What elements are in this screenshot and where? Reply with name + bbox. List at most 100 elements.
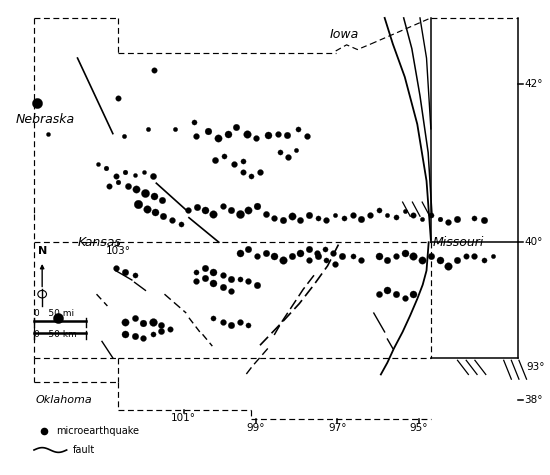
Point [339,214,348,221]
Point [201,274,210,282]
Point [348,253,357,260]
Point [142,205,151,213]
Point [144,125,152,133]
Point [235,210,244,218]
Point [400,207,409,215]
Point [40,428,48,435]
Point [312,249,321,256]
Point [227,322,235,329]
Point [418,256,427,264]
Point [304,245,313,253]
Point [192,203,201,210]
Point [235,275,244,282]
Text: fault: fault [73,445,95,455]
Point [227,275,235,283]
Point [273,130,282,137]
Point [134,200,143,208]
Point [148,331,157,338]
Point [121,331,130,338]
Point [239,157,248,164]
Point [209,314,218,322]
Point [141,189,150,197]
Point [191,268,200,276]
Point [159,212,168,220]
Text: 95°: 95° [410,423,428,433]
Point [243,130,251,137]
Point [357,215,366,222]
Point [149,66,158,74]
Point [400,294,409,302]
Text: 40°: 40° [524,237,543,247]
Point [252,253,261,260]
Point [230,161,239,168]
Point [32,99,41,107]
Text: 42°: 42° [524,79,543,89]
Point [119,132,128,140]
Point [132,186,141,193]
Point [276,149,285,156]
Point [114,178,123,186]
Point [251,134,260,142]
Point [480,256,488,264]
Point [314,253,322,260]
Point [348,211,357,218]
Text: 99°: 99° [246,423,265,433]
Point [256,169,265,176]
Point [191,277,200,285]
Point [157,327,166,335]
Point [130,272,139,279]
Point [166,325,175,332]
Point [383,286,392,294]
Text: microearthquake: microearthquake [56,426,139,436]
Point [284,153,293,161]
Point [287,212,296,220]
Point [337,253,346,260]
Point [252,202,261,210]
Point [366,211,375,218]
Point [235,318,244,325]
Point [213,134,222,142]
Point [270,214,279,221]
Point [480,216,488,223]
Point [139,320,148,327]
Point [218,318,227,325]
Point [400,249,409,256]
Point [177,220,185,228]
Point [114,95,123,102]
Point [209,279,218,287]
Point [302,132,311,140]
Point [305,211,314,218]
Point [469,214,478,221]
Point [244,322,252,329]
Point [392,213,400,221]
Point [239,169,248,176]
Point [218,283,227,291]
Point [252,281,261,289]
Text: Oklahoma: Oklahoma [36,395,92,406]
Point [171,125,180,133]
Point [461,253,470,260]
Point [111,265,120,272]
Text: 101°: 101° [171,413,196,423]
Point [383,211,392,218]
Point [148,318,157,325]
Point [139,334,148,342]
Point [444,218,453,226]
Text: 0   50 km: 0 50 km [34,330,77,339]
Point [150,209,159,216]
Point [488,253,497,260]
Text: Nebraska: Nebraska [15,113,74,126]
Point [204,127,212,135]
Point [223,130,232,137]
Point [426,211,435,218]
Point [305,256,314,264]
Text: Iowa: Iowa [329,28,359,41]
Text: 38°: 38° [524,395,543,406]
Point [168,216,177,224]
Point [383,256,392,264]
Point [282,131,291,138]
Point [158,196,167,204]
Point [292,146,300,154]
Point [190,118,199,125]
Point [322,256,331,264]
